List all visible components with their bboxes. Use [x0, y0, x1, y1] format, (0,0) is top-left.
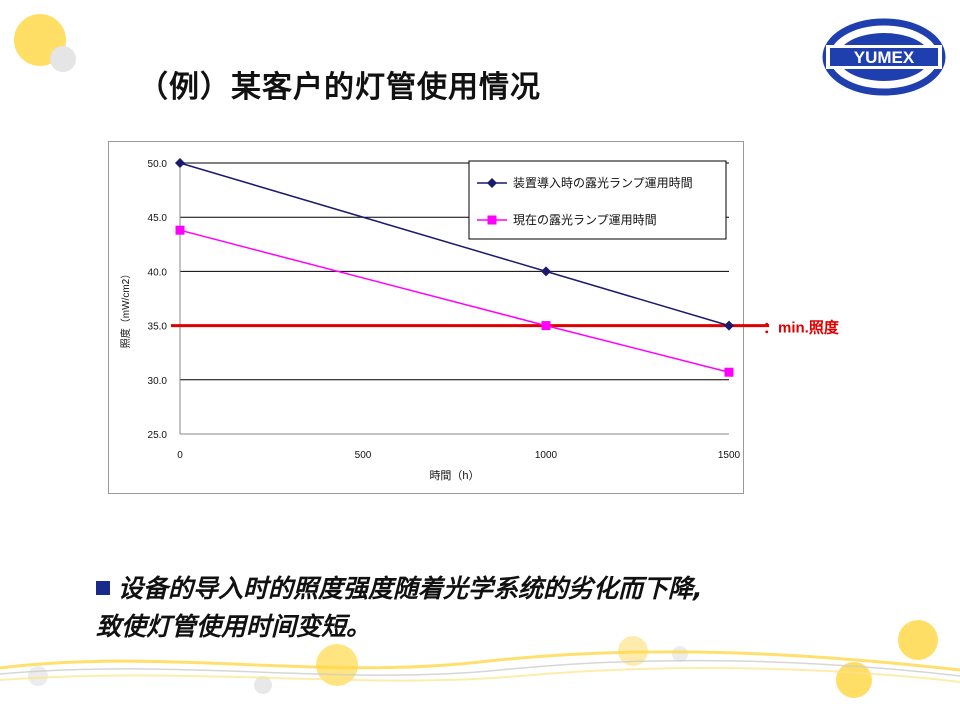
decorative-dot	[672, 646, 688, 662]
data-point-series-2	[175, 225, 185, 235]
bullet-square-icon	[96, 581, 110, 595]
y-tick-label: 30.0	[148, 376, 168, 387]
x-tick-label: 0	[177, 450, 183, 461]
y-tick-label: 35.0	[148, 322, 168, 333]
legend-label: 装置導入時の露光ランプ運用時間	[513, 176, 693, 190]
svg-text:YUMEX: YUMEX	[854, 48, 915, 67]
x-tick-label: 500	[355, 450, 372, 461]
y-tick-label: 50.0	[148, 159, 168, 170]
bullet-line-1: 设备的导入时的照度强度随着光学系统的劣化而下降,	[118, 574, 703, 603]
legend-marker	[487, 215, 497, 225]
chart-frame: 25.0 30.0 35.0 40.0 45.0 50.0 0 500 1000 1500 時間（h…	[108, 141, 840, 494]
legend-label: 現在の露光ランプ運用時間	[513, 213, 657, 227]
data-point-series-1	[541, 266, 551, 277]
yumex-logo: YUMEX	[822, 18, 946, 96]
x-tick-label: 1000	[535, 450, 558, 461]
legend-box	[468, 160, 727, 240]
x-tick-label: 1500	[718, 450, 741, 461]
y-tick-label: 45.0	[148, 213, 168, 224]
decorative-dot	[50, 46, 76, 72]
line-chart: 25.0 30.0 35.0 40.0 45.0 50.0 0 500 1000 1500 時間（h…	[119, 158, 840, 482]
page-title: （例）某客户的灯管使用情况	[138, 70, 541, 105]
decorative-dot	[254, 676, 272, 694]
data-point-series-2	[541, 321, 551, 331]
bullet-line-2: 致使灯管使用时间变短。	[96, 612, 372, 641]
data-point-series-1	[175, 158, 185, 168]
y-tick-label: 40.0	[148, 267, 168, 278]
decorative-wave	[0, 650, 960, 683]
y-tick-label: 25.0	[148, 430, 168, 441]
decorative-dot	[836, 662, 872, 698]
y-axis-label: 照度（mW/cm2）	[119, 269, 132, 348]
threshold-label: ：min.照度	[763, 319, 840, 337]
decorative-dot	[898, 620, 938, 660]
data-point-series-1	[724, 320, 734, 331]
legend-marker	[487, 178, 497, 188]
bullet-text: 设备的导入时的照度强度随着光学系统的劣化而下降, 致使灯管使用时间变短。	[96, 570, 896, 646]
x-axis-label: 時間（h）	[429, 469, 479, 482]
data-point-series-2	[724, 367, 734, 377]
